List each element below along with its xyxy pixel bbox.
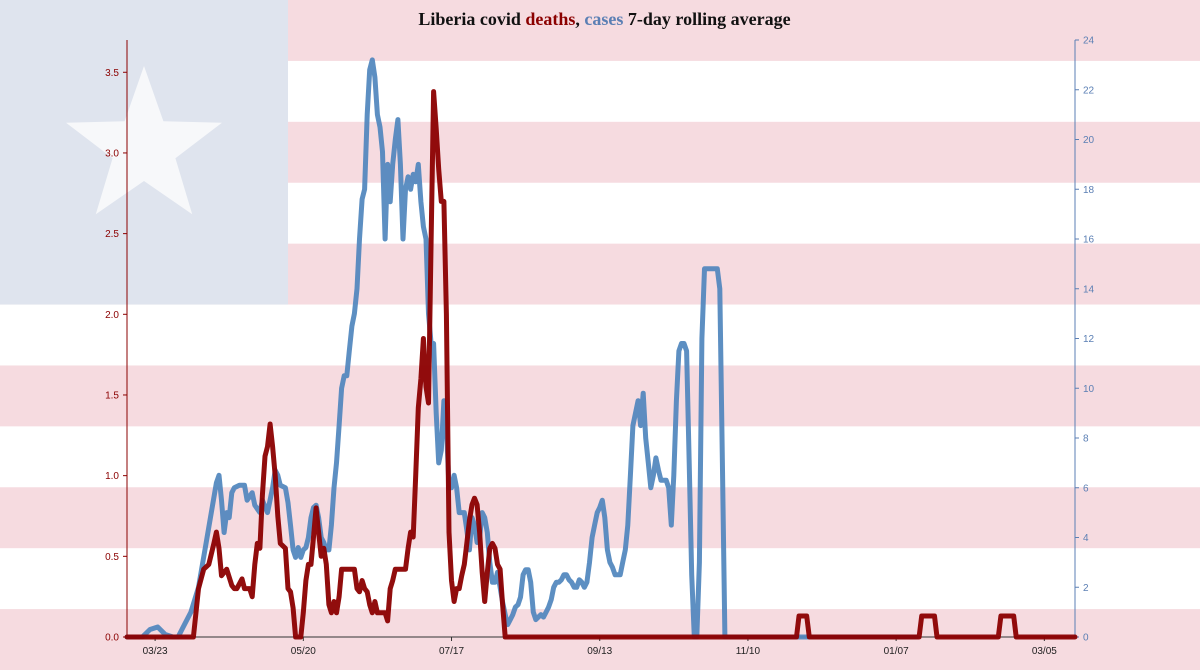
title-separator: , (575, 9, 584, 29)
y-right-tick-label: 14 (1083, 284, 1095, 295)
title-prefix: Liberia covid (418, 9, 525, 29)
y-right-tick-label: 2 (1083, 583, 1089, 594)
chart-title: Liberia covid deaths, cases 7-day rollin… (387, 9, 813, 29)
y-right-tick-label: 24 (1083, 36, 1095, 47)
y-right-tick-label: 4 (1083, 533, 1089, 544)
y-right-tick-label: 22 (1083, 85, 1095, 96)
y-right-tick-label: 10 (1083, 384, 1095, 395)
y-left-tick-label: 1.5 (105, 390, 119, 401)
flag-stripe (0, 365, 1200, 427)
y-right-tick-label: 18 (1083, 185, 1095, 196)
series-layer (124, 57, 1078, 640)
flag-stripe (0, 548, 1200, 610)
title-deaths-word: deaths (525, 9, 575, 29)
x-tick-label: 07/17 (439, 646, 464, 657)
y-left-tick-label: 2.5 (105, 229, 119, 240)
x-tick-label: 05/20 (291, 646, 316, 657)
flag-stripe (0, 304, 1200, 366)
series-line-deaths (124, 89, 1078, 640)
y-left-tick-label: 0.0 (105, 633, 119, 644)
y-left-tick-label: 1.0 (105, 471, 119, 482)
chart-axes: 0.00.51.01.52.02.53.03.50246810121416182… (105, 36, 1094, 658)
x-tick-label: 01/07 (884, 646, 909, 657)
y-right-tick-label: 12 (1083, 334, 1095, 345)
y-right-tick-label: 6 (1083, 483, 1089, 494)
flag-stripe (0, 487, 1200, 549)
x-tick-label: 11/10 (736, 646, 761, 657)
x-tick-label: 09/13 (587, 646, 612, 657)
x-tick-label: 03/05 (1032, 646, 1057, 657)
y-right-tick-label: 8 (1083, 434, 1089, 445)
title-cases-word: cases (584, 9, 623, 29)
y-left-tick-label: 0.5 (105, 552, 119, 563)
title-suffix: 7-day rolling average (623, 9, 790, 29)
y-right-tick-label: 20 (1083, 135, 1095, 146)
y-right-tick-label: 16 (1083, 235, 1095, 246)
y-left-tick-label: 3.5 (105, 68, 119, 79)
flag-star-icon (66, 66, 222, 215)
flag-stripe (0, 426, 1200, 488)
x-tick-label: 03/23 (143, 646, 168, 657)
y-right-tick-label: 0 (1083, 633, 1089, 644)
y-left-tick-label: 3.0 (105, 148, 119, 159)
y-left-tick-label: 2.0 (105, 310, 119, 321)
